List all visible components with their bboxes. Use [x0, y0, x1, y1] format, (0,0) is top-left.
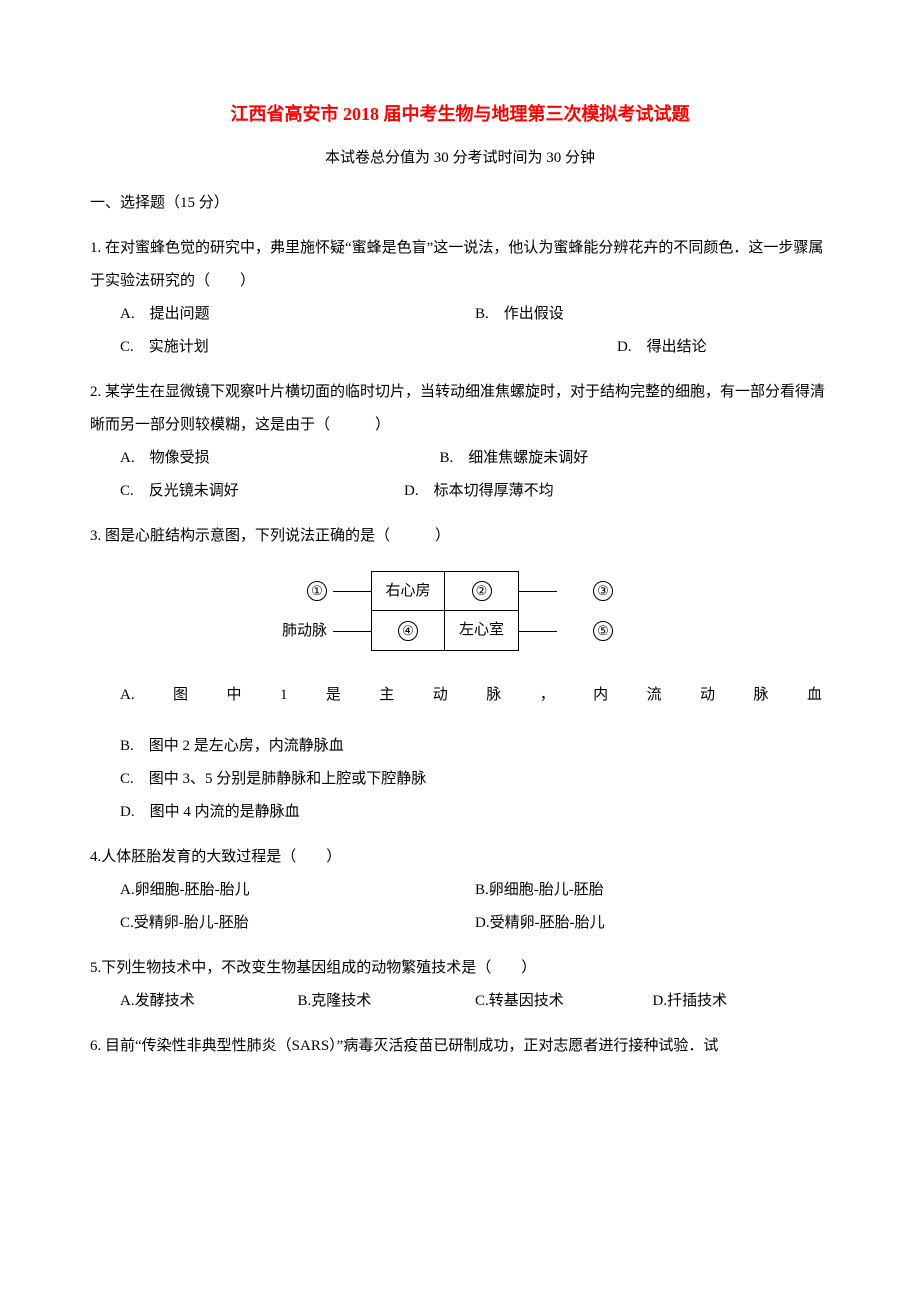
hline-icon — [519, 631, 557, 632]
circled-5: ⑤ — [593, 621, 613, 641]
question-2: 2. 某学生在显微镜下观察叶片横切面的临时切片，当转动细准焦螺旋时，对于结构完整… — [90, 376, 830, 508]
circled-4: ④ — [398, 621, 418, 641]
q5-opt-b: B.克隆技术 — [298, 985, 476, 1018]
q3-opt-d: D. 图中 4 内流的是静脉血 — [120, 796, 830, 829]
heart-diagram: ① 右心房 ② ③ 肺动脉 ④ 左心室 — [90, 571, 830, 651]
circled-3: ③ — [593, 581, 613, 601]
q3-opt-c: C. 图中 3、5 分别是肺静脉和上腔或下腔静脉 — [120, 763, 830, 796]
q5-stem: 5.下列生物技术中，不改变生物基因组成的动物繁殖技术是（ ） — [90, 952, 830, 985]
q3a-5: 主 — [379, 679, 394, 712]
question-4: 4.人体胚胎发育的大致过程是（ ） A.卵细胞-胚胎-胎儿 B.卵细胞-胎儿-胚… — [90, 841, 830, 940]
q2-options: A. 物像受损 B. 细准焦螺旋未调好 C. 反光镜未调好 D. 标本切得厚薄不… — [90, 442, 830, 508]
q1-opt-c: C. 实施计划 — [120, 331, 617, 364]
q1-stem: 1. 在对蜜蜂色觉的研究中，弗里施怀疑“蜜蜂是色盲”这一说法，他认为蜜蜂能分辨花… — [90, 232, 830, 298]
question-3: 3. 图是心脏结构示意图，下列说法正确的是（ ） ① 右心房 ② ③ 肺动脉 — [90, 520, 830, 829]
diagram-r2-right: ⑤ — [587, 611, 687, 651]
section-1-header: 一、选择题（15 分） — [90, 187, 830, 220]
q1-opt-a: A. 提出问题 — [120, 298, 475, 331]
hline-icon — [333, 591, 371, 592]
q3a-13: 血 — [807, 679, 822, 712]
hline-icon — [519, 591, 557, 592]
q3-opt-b: B. 图中 2 是左心房，内流静脉血 — [120, 730, 830, 763]
q4-opt-c: C.受精卵-胎儿-胚胎 — [120, 907, 475, 940]
diagram-r2-left: 肺动脉 — [233, 611, 333, 651]
q5-opt-c: C.转基因技术 — [475, 985, 653, 1018]
q1-opt-b: B. 作出假设 — [475, 298, 830, 331]
q1-options: A. 提出问题 B. 作出假设 C. 实施计划 D. 得出结论 — [90, 298, 830, 364]
q3a-9: 内 — [593, 679, 608, 712]
q3a-11: 动 — [700, 679, 715, 712]
q1-opt-d: D. 得出结论 — [617, 331, 830, 364]
q5-options: A.发酵技术 B.克隆技术 C.转基因技术 D.扦插技术 — [90, 985, 830, 1018]
q3a-12: 脉 — [754, 679, 769, 712]
q2-stem: 2. 某学生在显微镜下观察叶片横切面的临时切片，当转动细准焦螺旋时，对于结构完整… — [90, 376, 830, 442]
exam-subtitle: 本试卷总分值为 30 分考试时间为 30 分钟 — [90, 146, 830, 167]
title-text: 江西省高安市 2018 届中考生物与地理第三次模拟考试试题 — [231, 104, 690, 124]
circled-1: ① — [307, 581, 327, 601]
q3a-2: 中 — [226, 679, 241, 712]
q3a-8: ， — [540, 679, 555, 712]
q3a-10: 流 — [647, 679, 662, 712]
question-6: 6. 目前“传染性非典型性肺炎（SARS）”病毒灭活疫苗已研制成功，正对志愿者进… — [90, 1030, 830, 1063]
q4-options: A.卵细胞-胚胎-胎儿 B.卵细胞-胎儿-胚胎 C.受精卵-胎儿-胚胎 D.受精… — [90, 874, 830, 940]
question-1: 1. 在对蜜蜂色觉的研究中，弗里施怀疑“蜜蜂是色盲”这一说法，他认为蜜蜂能分辨花… — [90, 232, 830, 364]
q2-opt-b: B. 细准焦螺旋未调好 — [440, 442, 831, 475]
q3-stem: 3. 图是心脏结构示意图，下列说法正确的是（ ） — [90, 520, 830, 553]
q3a-7: 脉 — [486, 679, 501, 712]
diagram-r1-right: ③ — [587, 571, 687, 611]
hline-icon — [333, 631, 371, 632]
box-right-atrium: 右心房 — [371, 571, 445, 611]
q3-opt-a: A. 图 中 1 是 主 动 脉 ， 内 流 动 脉 血 — [90, 679, 830, 712]
box-num-2: ② — [445, 571, 519, 611]
q2-opt-a: A. 物像受损 — [120, 442, 440, 475]
q3a-3: 1 — [280, 679, 288, 712]
q5-opt-d: D.扦插技术 — [653, 985, 831, 1018]
q3a-6: 动 — [433, 679, 448, 712]
q3-options-bcd: B. 图中 2 是左心房，内流静脉血 C. 图中 3、5 分别是肺静脉和上腔或下… — [90, 730, 830, 829]
q4-opt-a: A.卵细胞-胚胎-胎儿 — [120, 874, 475, 907]
q2-opt-d: D. 标本切得厚薄不均 — [404, 475, 830, 508]
q3a-1: 图 — [173, 679, 188, 712]
q3a-0: A. — [120, 679, 135, 712]
exam-title: 江西省高安市 2018 届中考生物与地理第三次模拟考试试题 — [90, 100, 830, 126]
box-num-4: ④ — [371, 611, 445, 651]
question-5: 5.下列生物技术中，不改变生物基因组成的动物繁殖技术是（ ） A.发酵技术 B.… — [90, 952, 830, 1018]
box-left-ventricle: 左心室 — [445, 611, 519, 651]
q4-opt-b: B.卵细胞-胎儿-胚胎 — [475, 874, 830, 907]
q6-stem: 6. 目前“传染性非典型性肺炎（SARS）”病毒灭活疫苗已研制成功，正对志愿者进… — [90, 1030, 830, 1063]
diagram-r1-left: ① — [233, 571, 333, 611]
q4-opt-d: D.受精卵-胚胎-胎儿 — [475, 907, 830, 940]
q2-opt-c: C. 反光镜未调好 — [120, 475, 404, 508]
q3a-4: 是 — [326, 679, 341, 712]
q4-stem: 4.人体胚胎发育的大致过程是（ ） — [90, 841, 830, 874]
circled-2: ② — [472, 581, 492, 601]
q5-opt-a: A.发酵技术 — [120, 985, 298, 1018]
